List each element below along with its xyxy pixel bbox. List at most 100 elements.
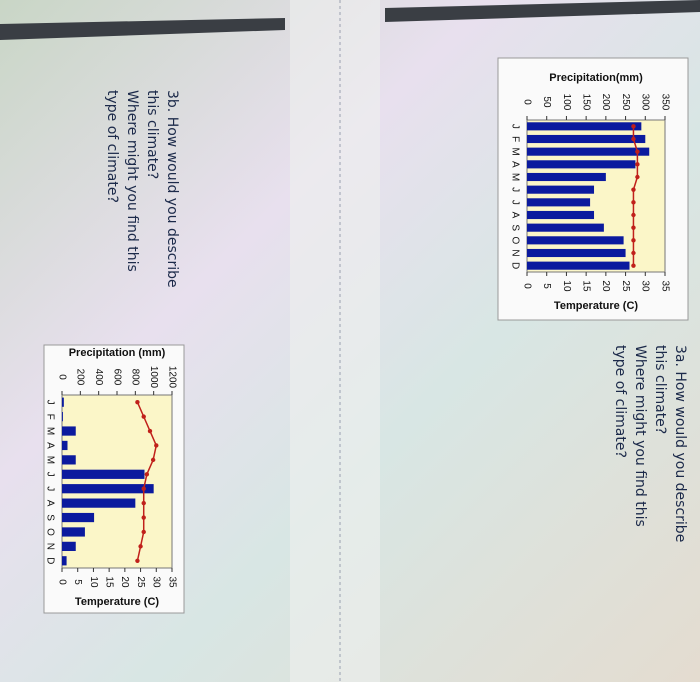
- x-tick-label: A: [509, 212, 520, 219]
- x-tick-label: F: [509, 136, 520, 142]
- bar: [527, 122, 642, 131]
- question-line: Where might you find this: [632, 345, 648, 527]
- x-tick-label: J: [44, 400, 55, 405]
- question-line: 3a. How would you describe: [672, 345, 688, 542]
- y2-tick-label: 15: [581, 280, 592, 292]
- temperature-point: [631, 263, 636, 268]
- y2-tick-label: 25: [620, 280, 631, 292]
- x-tick-label: D: [509, 262, 520, 269]
- bar: [62, 498, 136, 508]
- temperature-point: [147, 428, 153, 434]
- bar: [527, 185, 595, 194]
- x-tick-label: N: [509, 249, 520, 256]
- bar: [62, 455, 76, 465]
- bar: [527, 261, 630, 270]
- temperature-line: [136, 401, 158, 561]
- temperature-point: [135, 558, 140, 563]
- temperature-point: [631, 212, 636, 218]
- bar: [62, 512, 95, 523]
- temperature-point: [150, 457, 156, 463]
- y-tick-label: 0: [56, 374, 67, 380]
- temperature-point: [631, 124, 636, 129]
- y2-tick-label: 15: [104, 576, 115, 588]
- bar: [527, 248, 626, 258]
- y2-tick-label: 0: [56, 579, 67, 585]
- divider: [290, 0, 380, 682]
- temperature-point: [138, 544, 143, 549]
- x-tick-label: J: [509, 187, 520, 192]
- x-tick-label: A: [44, 500, 55, 507]
- temperature-point: [631, 250, 636, 256]
- x-tick-label: J: [44, 486, 55, 491]
- question-line: type of climate?: [104, 90, 120, 203]
- bar: [62, 412, 63, 422]
- y-tick-label: 200: [75, 369, 86, 386]
- x-tick-label: M: [509, 147, 520, 155]
- bar: [62, 527, 85, 537]
- plot-area: [526, 119, 666, 273]
- y2-tick-label: 5: [72, 579, 83, 585]
- y-tick-label: 0: [521, 99, 532, 105]
- x-tick-label: N: [44, 543, 55, 550]
- x-tick-label: D: [44, 557, 55, 564]
- y-tick-label: 1000: [148, 366, 159, 389]
- bar: [527, 134, 646, 144]
- y2-tick-label: 0: [521, 283, 532, 289]
- y-tick-label: 300: [640, 94, 651, 111]
- y2-tick-label: 30: [151, 576, 162, 588]
- x-tick-label: O: [44, 528, 55, 536]
- temperature-point: [144, 472, 150, 477]
- temperature-point: [141, 515, 146, 520]
- temperature-point: [635, 162, 640, 167]
- temperature-point: [154, 443, 159, 448]
- bar: [527, 147, 650, 156]
- y2-axis-title: Temperature (C): [75, 596, 159, 608]
- x-tick-label: M: [509, 173, 520, 181]
- y-tick-label: 250: [620, 94, 631, 111]
- temperature-point: [141, 500, 146, 506]
- y-tick-label: 200: [600, 94, 611, 111]
- x-tick-label: A: [44, 442, 55, 449]
- bar: [527, 198, 591, 207]
- y-tick-label: 1200: [166, 366, 177, 389]
- question-line: Where might you find this: [124, 90, 140, 272]
- bar: [62, 484, 154, 494]
- x-tick-label: A: [509, 161, 520, 168]
- bar: [62, 397, 64, 407]
- temperature-point: [635, 149, 640, 154]
- bar: [527, 160, 636, 169]
- question-line: this climate?: [652, 345, 668, 434]
- bar: [527, 236, 624, 245]
- y2-tick-label: 25: [135, 576, 146, 588]
- y2-tick-label: 20: [119, 576, 130, 588]
- temperature-point: [631, 200, 636, 205]
- bar: [527, 172, 606, 182]
- question-line: this climate?: [144, 90, 160, 179]
- top-bar-left: [0, 18, 285, 40]
- temperature-point: [141, 414, 146, 419]
- y-tick-label: 150: [581, 94, 592, 111]
- x-tick-label: M: [44, 456, 55, 464]
- top-bar-right: [385, 0, 700, 22]
- bar: [62, 440, 68, 451]
- bar: [62, 469, 145, 479]
- y2-tick-label: 35: [166, 576, 177, 588]
- temperature-point: [631, 225, 636, 230]
- bar: [62, 556, 67, 566]
- x-tick-label: J: [509, 200, 520, 205]
- question-line: 3b. How would you describe: [164, 90, 180, 288]
- bar: [62, 426, 76, 436]
- bar: [527, 210, 595, 220]
- y-tick-label: 800: [130, 369, 141, 386]
- temperature-point: [141, 529, 146, 535]
- x-tick-label: J: [44, 472, 55, 477]
- x-tick-label: S: [509, 224, 520, 231]
- y-axis-title: Precipitation(mm): [549, 72, 643, 84]
- y-tick-label: 50: [541, 96, 552, 108]
- y-tick-label: 400: [93, 369, 104, 386]
- y2-tick-label: 20: [600, 280, 611, 292]
- plot-area: [61, 394, 173, 569]
